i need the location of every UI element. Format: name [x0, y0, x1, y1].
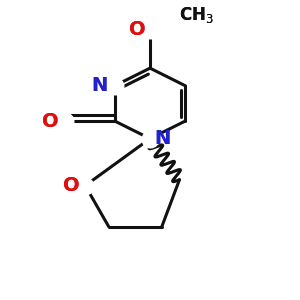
Text: O: O: [129, 20, 146, 40]
Text: O: O: [42, 112, 59, 130]
Text: O: O: [129, 20, 146, 40]
Text: CH$_3$: CH$_3$: [179, 5, 214, 25]
Text: O: O: [42, 112, 59, 130]
Text: N: N: [91, 76, 107, 95]
Text: O: O: [63, 176, 79, 195]
Text: N: N: [154, 129, 171, 148]
Text: N: N: [91, 76, 107, 95]
Text: N: N: [154, 129, 171, 148]
Text: CH$_3$: CH$_3$: [179, 5, 214, 25]
Text: O: O: [63, 176, 79, 195]
